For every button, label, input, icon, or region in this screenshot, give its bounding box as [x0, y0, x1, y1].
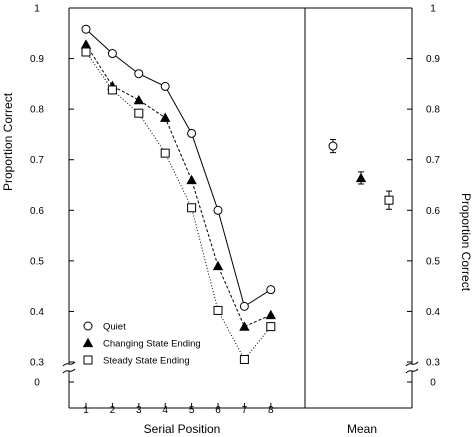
x-tick-label: 1: [83, 405, 89, 416]
right-y-axis: 0 0.3 0.4 0.5 0.6 0.7 0.8 0.9 1: [407, 4, 440, 389]
data-point-quiet: [239, 301, 249, 311]
y-tick-label-right: 0.6: [426, 206, 440, 217]
left-y-axis: 0 0.3 0.4 0.5 0.6 0.7 0.8 0.9 1: [30, 4, 74, 389]
legend-label-quiet: Quiet: [103, 322, 126, 333]
x-tick-label: 8: [268, 405, 274, 416]
y-tick-label-left: 0.3: [30, 358, 44, 369]
legend-marker-changing-state-ending: [82, 337, 94, 348]
legend-label-steady-state-ending: Steady State Ending: [103, 356, 190, 367]
data-point-changing-state-ending: [212, 260, 224, 271]
data-point-changing-state-ending: [160, 112, 171, 122]
data-point-steady-state-ending: [239, 354, 249, 364]
data-point-steady-state-ending: [160, 148, 170, 158]
data-point-steady-state-ending: [107, 85, 117, 95]
y-tick-label-right: 0.4: [426, 307, 440, 318]
x-tick-label: 3: [136, 405, 142, 416]
data-point-changing-state-ending: [239, 321, 250, 331]
y-tick-label-right: 0: [430, 378, 436, 389]
x-tick-label: 5: [189, 405, 195, 416]
axis-break-left-upper: [62, 361, 76, 367]
data-point-quiet: [81, 24, 91, 34]
y-tick-label-left: 0.9: [30, 54, 44, 65]
x-tick-label: 6: [215, 405, 221, 416]
data-point-steady-state-ending: [266, 322, 276, 332]
series-layer: [80, 24, 276, 364]
data-point-steady-state-ending: [134, 108, 144, 118]
data-point-quiet: [266, 285, 276, 295]
x-tick-label: 2: [110, 405, 116, 416]
y-tick-label-right: 0.9: [426, 54, 440, 65]
axis-break-left-lower: [62, 368, 76, 374]
axis-break-right-lower: [405, 368, 419, 374]
mean-point-changing-state-ending: [355, 172, 367, 183]
legend: Quiet Changing State Ending Steady State E…: [82, 321, 201, 367]
data-point-steady-state-ending: [213, 305, 223, 315]
y-tick-label-left: 0.6: [30, 206, 44, 217]
y-tick-label-right: 1: [430, 4, 436, 15]
x-axis: 1 2 3 4 5 6 7 8: [83, 403, 274, 416]
series-line-quiet: [85, 28, 272, 308]
data-point-quiet: [134, 69, 144, 79]
data-point-quiet: [107, 49, 117, 59]
mean-axis-title: Mean: [347, 422, 377, 436]
data-point-quiet: [160, 81, 170, 91]
y-tick-label-left: 0.5: [30, 256, 44, 267]
y-tick-label-left: 0.7: [30, 155, 44, 166]
data-point-quiet: [187, 128, 197, 138]
data-point-steady-state-ending: [187, 203, 197, 213]
mean-layer: [328, 138, 394, 210]
series-line-steady-state-ending: [85, 51, 272, 361]
data-point-changing-state-ending: [265, 309, 276, 320]
y-axis-title-left: Proportion Correct: [1, 92, 15, 191]
y-tick-label-right: 0.8: [426, 105, 440, 116]
legend-label-changing-state-ending: Changing State Ending: [103, 339, 201, 350]
y-tick-label-right: 0.3: [426, 358, 440, 369]
axis-break-right-upper: [405, 361, 419, 367]
data-point-changing-state-ending: [186, 174, 197, 185]
y-tick-label-left: 0.8: [30, 105, 44, 116]
y-tick-label-left: 0.4: [30, 307, 44, 318]
y-tick-label-right: 0.5: [426, 256, 440, 267]
y-axis-title-right: Proportion Correct: [459, 193, 473, 292]
mean-point-quiet: [328, 141, 338, 151]
legend-marker-steady-state-ending: [83, 355, 93, 365]
x-tick-label: 7: [242, 405, 248, 416]
data-point-changing-state-ending: [80, 39, 92, 49]
data-point-changing-state-ending: [133, 94, 144, 105]
data-point-quiet: [213, 205, 223, 215]
y-tick-label-left: 1: [34, 4, 40, 15]
legend-marker-quiet: [83, 321, 93, 331]
mean-point-steady-state-ending: [384, 195, 394, 205]
x-axis-title: Serial Position: [144, 422, 221, 436]
y-tick-label-right: 0.7: [426, 155, 440, 166]
x-tick-label: 4: [162, 405, 168, 416]
y-tick-label-left: 0: [34, 378, 40, 389]
data-point-steady-state-ending: [81, 47, 91, 57]
plot-frame: [62, 7, 419, 409]
